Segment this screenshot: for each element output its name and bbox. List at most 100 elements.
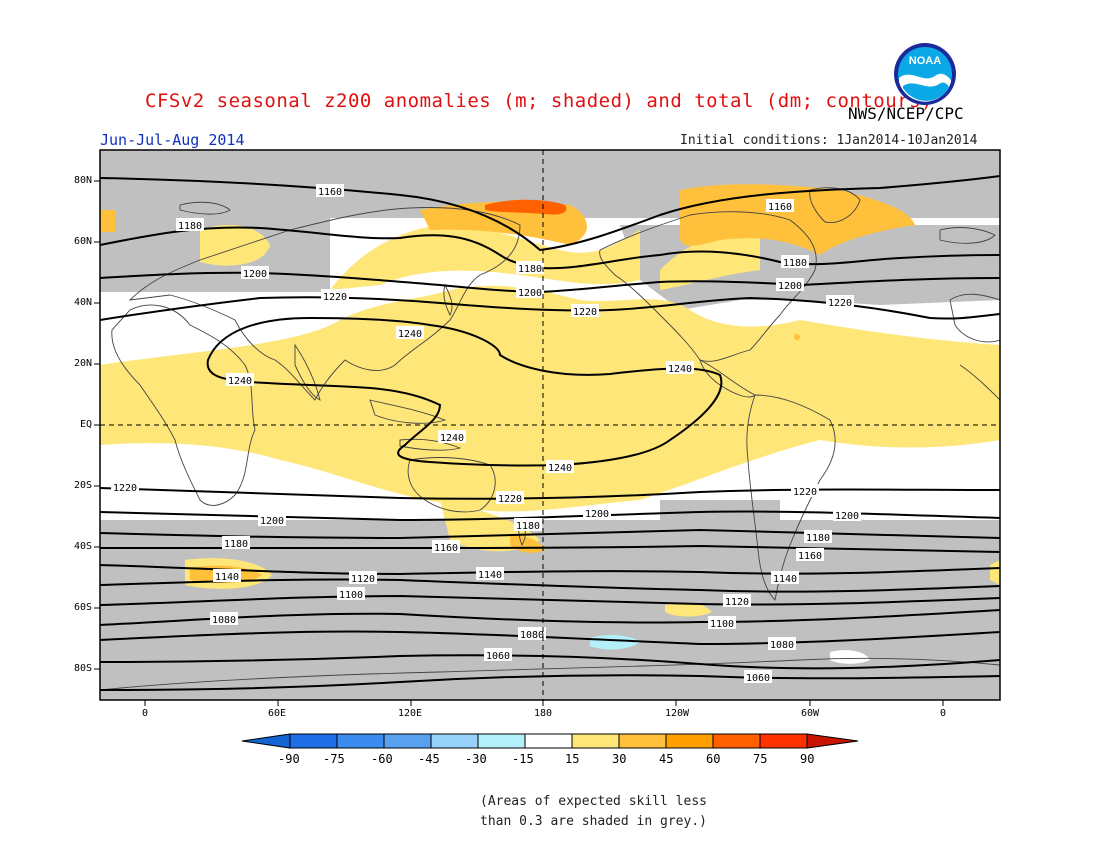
svg-text:1180: 1180 [224, 539, 248, 550]
contour-label: 1140 [771, 571, 799, 585]
svg-text:1240: 1240 [228, 376, 252, 387]
svg-text:1120: 1120 [725, 597, 749, 608]
contour-label: 1160 [796, 548, 824, 562]
svg-text:1220: 1220 [828, 298, 852, 309]
contour-label: 1100 [337, 587, 365, 601]
logo-text: NOAA [909, 55, 941, 67]
lon-label: 180 [534, 708, 553, 719]
svg-text:1200: 1200 [260, 516, 284, 527]
svg-text:1060: 1060 [486, 651, 510, 662]
colorbar-segment [618, 733, 667, 749]
skill-footnote: (Areas of expected skill less than 0.3 a… [480, 792, 707, 832]
agency-label: NWS/NCEP/CPC [848, 104, 964, 123]
svg-text:1140: 1140 [773, 574, 797, 585]
contour-label: 1120 [349, 571, 377, 585]
colorbar-segment [571, 733, 620, 749]
axis-ticks [94, 180, 944, 706]
colorbar-tick-label: -75 [323, 752, 345, 766]
contour-label: 1200 [583, 506, 611, 520]
colorbar-tick-label: -90 [278, 752, 300, 766]
season-label: Jun-Jul-Aug 2014 [100, 131, 245, 149]
svg-text:1180: 1180 [806, 533, 830, 544]
lon-label: 120E [398, 708, 423, 719]
svg-text:1080: 1080 [520, 630, 544, 641]
contour-label: 1160 [316, 184, 344, 198]
colorbar-tick-label: 30 [612, 752, 627, 766]
contour-label: 1200 [241, 266, 269, 280]
contour-label: 1220 [826, 295, 854, 309]
continent-outlines [100, 187, 1000, 691]
colorbar-segment [383, 733, 432, 749]
contour-label: 1220 [791, 484, 819, 498]
lon-label: 0 [142, 708, 149, 719]
lat-label: 80N [74, 175, 93, 186]
contour-label: 1140 [476, 567, 504, 581]
colorbar-tick-label: 45 [659, 752, 674, 766]
footnote-line-1: (Areas of expected skill less [480, 794, 707, 809]
colorbar-tick-label: -45 [418, 752, 440, 766]
svg-text:1200: 1200 [243, 269, 267, 280]
contour-labels: 1160 1160 1180 1180 1180 1200 1200 1200 … [111, 184, 861, 684]
colorbar-tick-label: 90 [800, 752, 815, 766]
contour-label: 1100 [708, 616, 736, 630]
contour-label: 1160 [766, 199, 794, 213]
contour-label: 1180 [222, 536, 250, 550]
contour-label: 1180 [176, 218, 204, 232]
svg-text:1220: 1220 [573, 307, 597, 318]
svg-text:1220: 1220 [113, 483, 137, 494]
lat-label: 60N [74, 236, 93, 247]
contour-label: 1120 [723, 594, 751, 608]
lat-label: 40S [74, 541, 93, 552]
svg-text:1180: 1180 [783, 258, 807, 269]
svg-text:1100: 1100 [710, 619, 734, 630]
contour-label: 1220 [321, 289, 349, 303]
contour-label: 1240 [396, 326, 424, 340]
svg-text:1100: 1100 [339, 590, 363, 601]
lon-label: 60E [268, 708, 287, 719]
svg-text:1220: 1220 [498, 494, 522, 505]
map-plot-area: 1160 1160 1180 1180 1180 1200 1200 1200 … [100, 150, 1000, 700]
lon-label: 60W [801, 708, 820, 719]
svg-text:1200: 1200 [835, 511, 859, 522]
contour-label: 1080 [210, 612, 238, 626]
lon-label: 120W [665, 708, 690, 719]
negative-anomaly-15-30 [590, 634, 640, 650]
contour-label: 1180 [516, 261, 544, 275]
contour-label: 1220 [571, 304, 599, 318]
svg-text:1200: 1200 [518, 288, 542, 299]
lat-label: 20S [74, 480, 93, 491]
colorbar-tick-label: 75 [753, 752, 768, 766]
colorbar-tick-label: -15 [512, 752, 534, 766]
svg-text:1180: 1180 [178, 221, 202, 232]
svg-text:1160: 1160 [318, 187, 342, 198]
colorbar-segment [241, 733, 291, 749]
colorbar-segment [477, 733, 526, 749]
svg-text:1240: 1240 [398, 329, 422, 340]
svg-text:1140: 1140 [215, 572, 239, 583]
contour-label: 1180 [514, 518, 542, 532]
colorbar [241, 733, 859, 749]
lat-label: 40N [74, 297, 93, 308]
contour-label: 1200 [258, 513, 286, 527]
map-title: CFSv2 seasonal z200 anomalies (m; shaded… [145, 90, 933, 112]
contour-label: 1200 [776, 278, 804, 292]
colorbar-segment [289, 733, 338, 749]
svg-text:1240: 1240 [440, 433, 464, 444]
svg-text:1220: 1220 [793, 487, 817, 498]
svg-text:1080: 1080 [212, 615, 236, 626]
noaa-logo: NOAA [894, 43, 956, 105]
positive-anomaly-45-60 [485, 199, 567, 215]
lat-label: 60S [74, 602, 93, 613]
contour-label: 1140 [213, 569, 241, 583]
colorbar-segment [524, 733, 573, 749]
contour-label: 1200 [516, 285, 544, 299]
svg-text:1140: 1140 [478, 570, 502, 581]
colorbar-segment [806, 733, 859, 749]
lon-label: 0 [940, 708, 947, 719]
contour-label: 1240 [666, 361, 694, 375]
colorbar-tick-label: 60 [706, 752, 721, 766]
contour-label: 1240 [226, 373, 254, 387]
contour-label: 1060 [484, 648, 512, 662]
contour-label: 1220 [111, 480, 139, 494]
